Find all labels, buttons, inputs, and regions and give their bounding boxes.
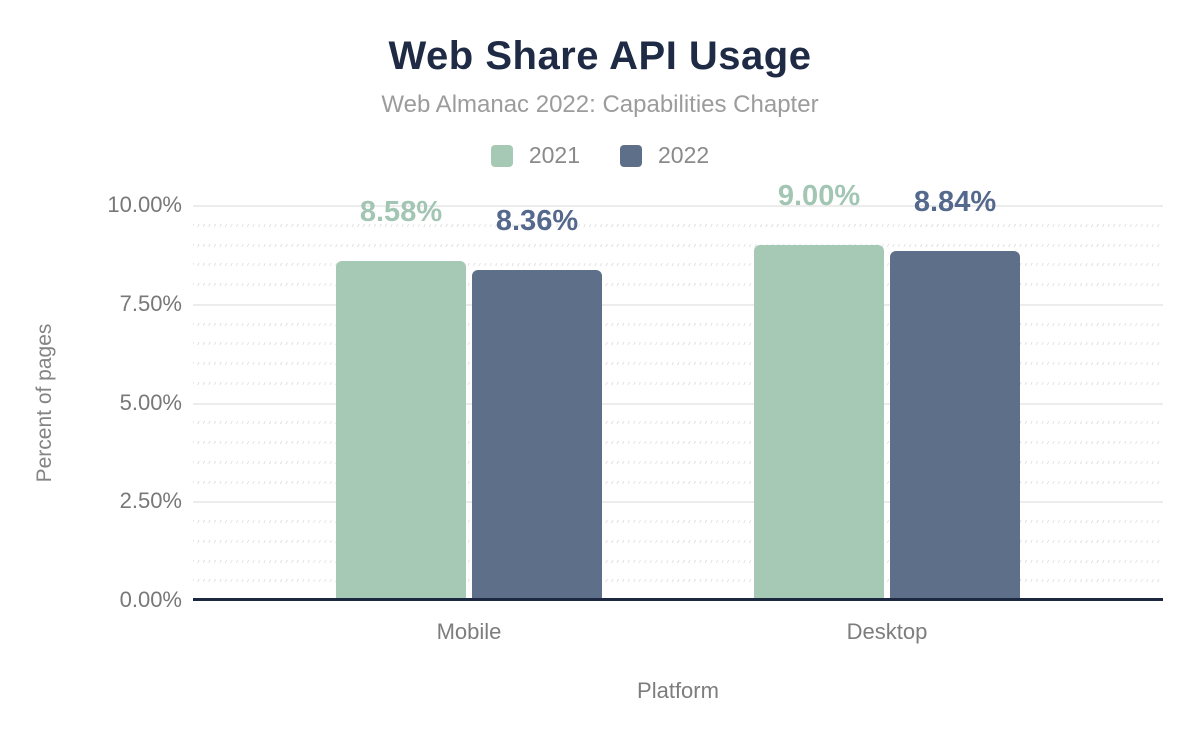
y-tick-label: 10.00% bbox=[107, 192, 182, 217]
legend-item-2021: 2021 bbox=[490, 142, 580, 169]
legend-item-2022: 2022 bbox=[620, 142, 709, 169]
bar-desktop-2021 bbox=[754, 244, 884, 600]
y-tick-label: 5.00% bbox=[119, 389, 182, 415]
legend-label-2022: 2022 bbox=[658, 142, 710, 168]
gridline-major bbox=[193, 205, 1163, 207]
gridline-minor bbox=[193, 480, 1163, 484]
gridline-minor bbox=[193, 539, 1163, 543]
bar-mobile-2021 bbox=[336, 261, 466, 600]
bar-value-desktop-2022: 8.84% bbox=[913, 185, 997, 218]
x-category-label-mobile: Mobile bbox=[436, 619, 502, 644]
bar-value-mobile-2022: 8.36% bbox=[495, 204, 579, 237]
gridline-minor bbox=[193, 362, 1163, 365]
gridline-minor bbox=[193, 342, 1163, 346]
bar-value-mobile-2021: 8.58% bbox=[359, 196, 443, 229]
x-axis-title: Platform bbox=[637, 678, 719, 703]
gridline-minor bbox=[193, 381, 1163, 385]
gridline-major bbox=[193, 501, 1163, 504]
gridline-minor bbox=[193, 421, 1163, 425]
bar-desktop-2022 bbox=[890, 250, 1020, 600]
gridline-minor bbox=[193, 559, 1163, 563]
y-tick-label: 2.50% bbox=[119, 488, 182, 514]
gridline-minor bbox=[193, 283, 1163, 286]
gridline-minor bbox=[193, 460, 1163, 464]
gridline-minor bbox=[193, 579, 1163, 583]
gridline-minor bbox=[193, 243, 1163, 247]
y-tick-label: 7.50% bbox=[119, 290, 182, 316]
y-tick-label: 0.00% bbox=[119, 587, 182, 612]
gridline-major bbox=[193, 303, 1163, 306]
gridline-minor bbox=[193, 322, 1163, 326]
gridline-minor bbox=[193, 223, 1163, 227]
gridline-minor bbox=[193, 263, 1163, 267]
legend-swatch-2021 bbox=[490, 144, 513, 167]
chart-legend: 2021 2022 bbox=[0, 142, 1200, 169]
legend-label-2021: 2021 bbox=[528, 142, 580, 168]
bar-mobile-2022 bbox=[472, 269, 602, 600]
gridline-minor bbox=[193, 441, 1163, 444]
gridline-minor bbox=[193, 520, 1163, 523]
gridline-major bbox=[193, 402, 1163, 405]
legend-swatch-2022 bbox=[620, 144, 642, 167]
x-axis-baseline bbox=[193, 598, 1163, 601]
chart-title: Web Share API Usage bbox=[388, 34, 812, 78]
bar-value-desktop-2021: 9.00% bbox=[777, 179, 861, 212]
x-category-label-desktop: Desktop bbox=[846, 619, 928, 644]
plot-area: 8.58% 8.36% 9.00% 8.84% bbox=[193, 181, 1163, 601]
chart-subtitle: Web Almanac 2022: Capabilities Chapter bbox=[381, 91, 819, 118]
